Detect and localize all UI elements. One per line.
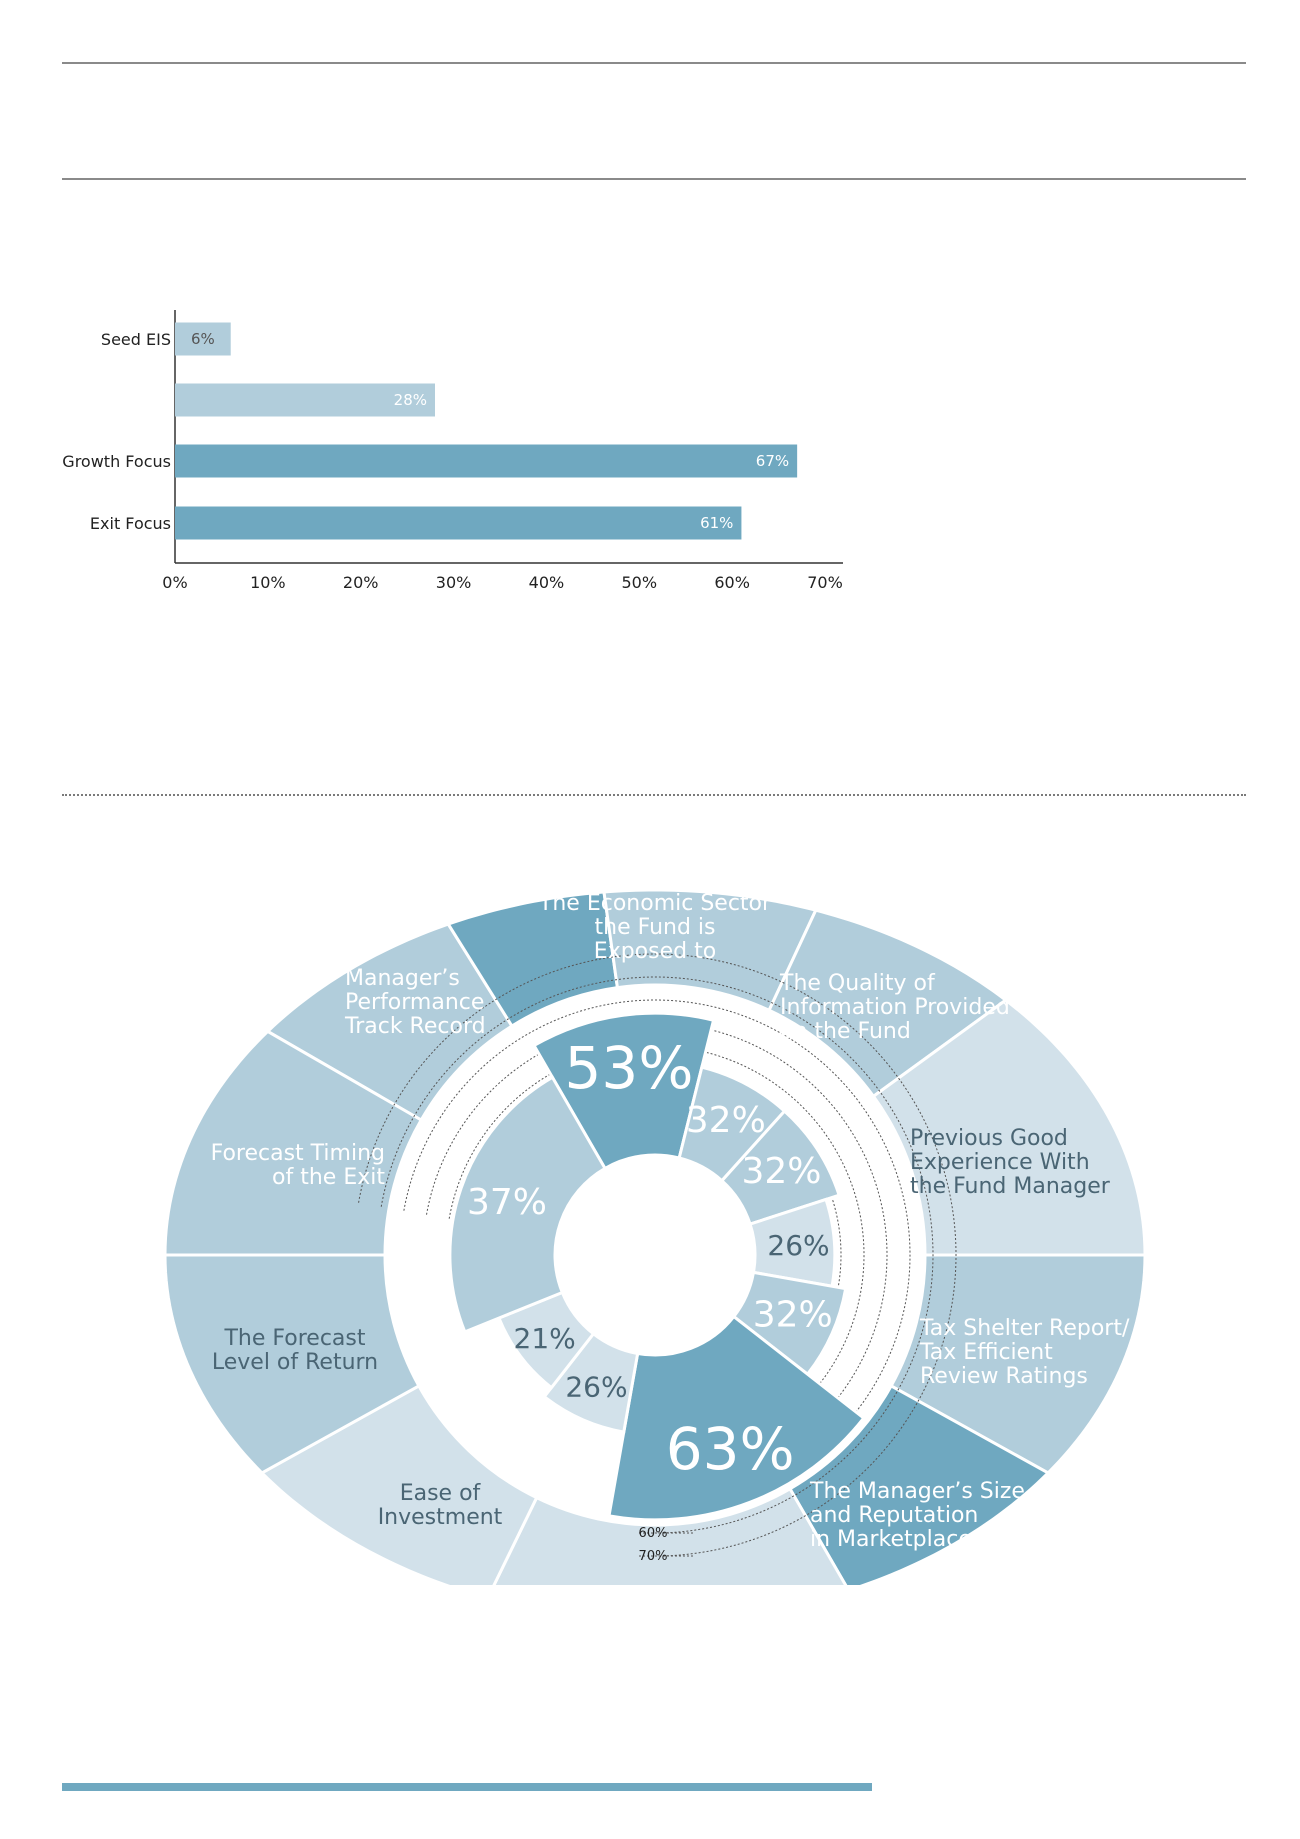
outer-segment: [265, 922, 514, 1123]
wedge-value-label: 63%: [666, 1415, 795, 1483]
category-label: Growth Focus: [62, 452, 171, 471]
bottom-accent-bar: [62, 1783, 872, 1791]
outer-label-ring: [163, 888, 1147, 1585]
outer-segment: [787, 1383, 1051, 1585]
segment-name-line: Track Record: [344, 1014, 486, 1039]
ring-label: 70%: [639, 1549, 668, 1564]
segment-name-label: The Quality of Information Provided on the…: [779, 971, 1010, 1044]
segment-name-label: Ease of Investment: [378, 1481, 503, 1530]
segment-name-line: The Forecast: [223, 1326, 365, 1351]
guide-ring: [380, 976, 934, 1534]
segment-name-line: the Fund is: [595, 915, 716, 940]
segment-name-line: Review Ratings: [920, 1364, 1088, 1389]
outer-segment: [445, 890, 620, 1029]
segment-name-line: The Quality of: [779, 971, 936, 996]
segment-name-line: Level of Return: [212, 1350, 378, 1375]
value-wedge: [532, 1011, 716, 1171]
wedge-value-label: 32%: [753, 1294, 833, 1335]
bar: [175, 506, 742, 540]
segment-name-label: Manager’s Performance Track Record: [344, 966, 486, 1039]
segment-name-line: the Fund Manager: [910, 1174, 1111, 1199]
wedge-value-label: 53%: [565, 1034, 694, 1102]
wedge-value-label: 21%: [514, 1322, 576, 1355]
segment-name-line: Investment: [378, 1505, 503, 1530]
top-rule: [62, 62, 1246, 64]
segment-name-line: Previous Good: [910, 1126, 1068, 1151]
guide-ring: [358, 953, 957, 1557]
outer-segment: [163, 1029, 424, 1257]
outer-segment: [163, 1253, 421, 1475]
segment-name-label: Previous Good Experience With the Fund Man…: [910, 1126, 1111, 1199]
x-tick-label: 0%: [162, 573, 187, 592]
center-hole: [557, 1157, 753, 1353]
wedge-value-label: 32%: [686, 1100, 766, 1141]
segment-name-label: The Economic Sector the Fund is Exposed to: [538, 891, 772, 964]
x-tick-label: 30%: [436, 573, 472, 592]
segment-name-label: Forecast Timing of the Exit: [211, 1141, 386, 1190]
x-tick-label: 50%: [622, 573, 658, 592]
outer-segment: [767, 908, 1009, 1099]
bar: [175, 322, 231, 356]
segment-name-line: of the Exit: [272, 1165, 385, 1190]
bar: [175, 383, 435, 417]
value-wedge: [542, 1331, 640, 1434]
bar-value-label: 61%: [700, 514, 733, 532]
segment-name-label: The Forecast Level of Return: [212, 1326, 378, 1375]
wedge-value-label: 37%: [467, 1182, 547, 1223]
x-tick-label: 10%: [250, 573, 286, 592]
segment-name-line: in Marketplace: [810, 1527, 972, 1552]
category-label: Exit Focus: [90, 514, 171, 533]
segment-name-line: Ease of: [400, 1481, 482, 1506]
bar-value-label: 6%: [191, 330, 215, 348]
segment-name-line: and Reputation: [810, 1503, 978, 1528]
category-label: Seed EIS: [101, 330, 171, 349]
x-tick-label: 40%: [529, 573, 565, 592]
wedge-value-label: 26%: [767, 1229, 829, 1262]
outer-segment: [602, 888, 818, 1013]
value-wedge: [719, 1109, 842, 1226]
value-wedge: [448, 1075, 608, 1334]
segment-name-line: Performance: [345, 990, 484, 1015]
segment-name-line: Exposed to: [594, 939, 716, 964]
segment-name-line: on the Fund: [780, 1019, 911, 1044]
segment-name-label: The Manager’s Size and Reputation in Marke…: [809, 1479, 1025, 1552]
segment-name-line: Information Provided: [780, 995, 1010, 1020]
wedge-value-label: 32%: [741, 1151, 821, 1192]
segment-name-line: Experience With: [910, 1150, 1090, 1175]
outer-segment: [871, 998, 1147, 1257]
segment-name-line: Tax Efficient: [919, 1340, 1053, 1365]
segment-name-label: Tax Shelter Report/Tax Efficient Review R…: [919, 1316, 1130, 1389]
ring-label: 60%: [639, 1526, 668, 1541]
x-tick-label: 70%: [807, 573, 843, 592]
dotted-separator: [62, 794, 1246, 796]
segment-name-line: Forecast Timing: [211, 1141, 385, 1166]
segment-name-line: Tax Shelter Report/: [919, 1316, 1130, 1341]
bar: [175, 444, 798, 478]
wedge-value-label: 26%: [565, 1370, 627, 1403]
bar-value-label: 28%: [394, 391, 427, 409]
value-wedge: [607, 1314, 866, 1522]
segment-name-line: The Economic Sector: [538, 891, 772, 916]
segment-name-line: Manager’s: [345, 966, 460, 991]
second-rule: [62, 178, 1246, 180]
bar-value-label: 67%: [756, 452, 789, 470]
segment-name-line: The Manager’s Size: [809, 1479, 1025, 1504]
outer-segment: [889, 1253, 1147, 1475]
x-tick-label: 20%: [343, 573, 379, 592]
x-tick-label: 60%: [714, 573, 750, 592]
outer-segment: [492, 1486, 848, 1585]
bar-chart: 0% 10% 20% 30% 40% 50% 60% 70% Seed EIS 6% 28% Grow…: [62, 310, 843, 592]
